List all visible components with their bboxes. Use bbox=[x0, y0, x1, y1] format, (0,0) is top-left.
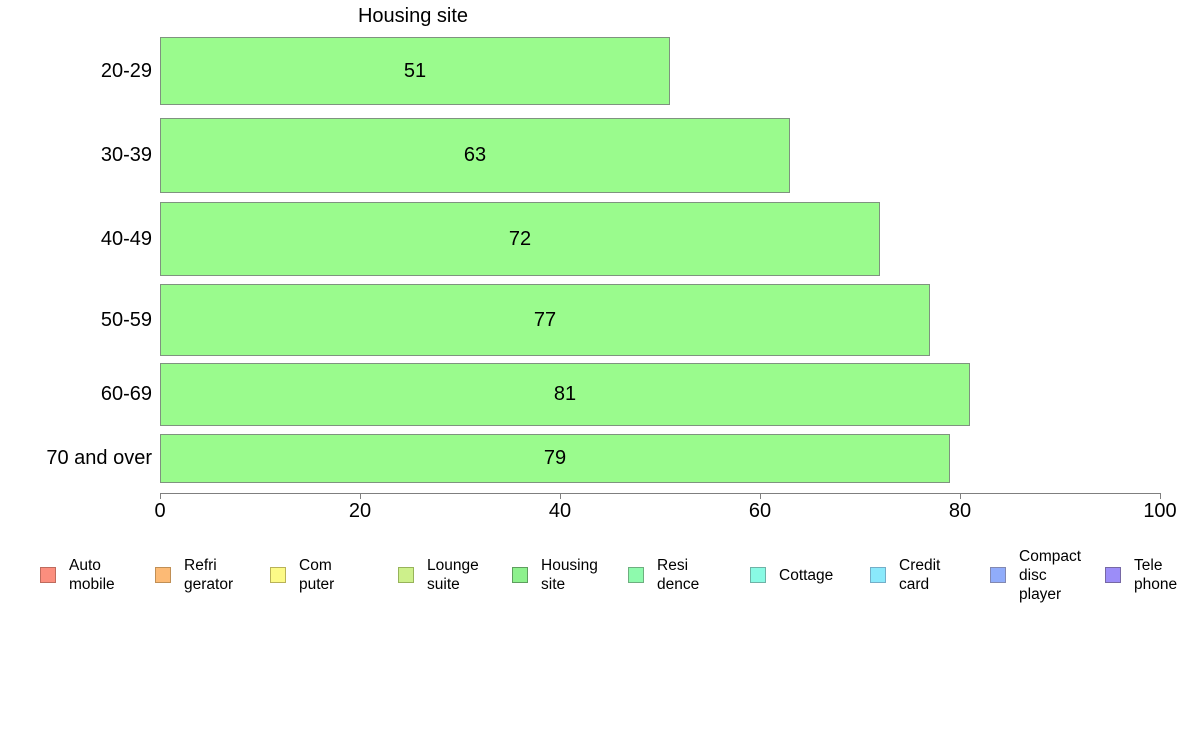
legend-label: Compact disc player bbox=[1019, 547, 1082, 603]
x-axis-tick-label: 20 bbox=[348, 500, 372, 522]
legend-item: Tele phone bbox=[1105, 556, 1177, 594]
category-label: 20-29 bbox=[100, 59, 152, 82]
legend-swatch bbox=[628, 567, 644, 583]
category-label: 50-59 bbox=[100, 308, 152, 331]
legend-item: Housing site bbox=[512, 556, 628, 594]
legend: Auto mobile Refri gerator Com puter Lounge suit… bbox=[40, 543, 1177, 607]
legend-swatch bbox=[270, 567, 286, 583]
category-label: 30-39 bbox=[100, 144, 152, 166]
legend-label: Tele phone bbox=[1134, 557, 1178, 593]
legend-item: Lounge suite bbox=[398, 556, 512, 594]
legend-label: Credit card bbox=[899, 557, 941, 593]
legend-label: Cottage bbox=[779, 566, 834, 584]
x-axis-tick bbox=[760, 493, 761, 499]
legend-swatch bbox=[990, 567, 1006, 583]
legend-item: Auto mobile bbox=[40, 556, 155, 594]
bar: 77 bbox=[160, 284, 930, 356]
legend-label: Housing site bbox=[541, 557, 598, 593]
legend-label: Auto mobile bbox=[69, 557, 115, 593]
legend-swatch bbox=[870, 567, 886, 583]
legend-label: Com puter bbox=[299, 557, 335, 593]
x-axis-tick-label: 40 bbox=[548, 500, 572, 522]
x-axis-line bbox=[160, 493, 1161, 494]
x-axis-tick-label: 80 bbox=[948, 500, 972, 522]
legend-label: Refri gerator bbox=[184, 557, 234, 593]
x-axis-tick bbox=[960, 493, 961, 499]
legend-label: Resi dence bbox=[657, 557, 700, 593]
legend-swatch bbox=[750, 567, 766, 583]
bar-value-label: 51 bbox=[403, 59, 427, 82]
x-axis-tick bbox=[160, 493, 161, 499]
legend-label: Lounge suite bbox=[427, 557, 479, 593]
legend-swatch bbox=[512, 567, 528, 583]
bar: 79 bbox=[160, 434, 950, 483]
x-axis-tick-label: 60 bbox=[748, 500, 772, 522]
bar-value-label: 77 bbox=[533, 308, 557, 331]
chart-title: Housing site bbox=[357, 5, 469, 27]
legend-swatch bbox=[1105, 567, 1121, 583]
bar-value-label: 63 bbox=[463, 144, 487, 166]
category-label: 60-69 bbox=[100, 383, 152, 405]
legend-item: Resi dence bbox=[628, 556, 750, 594]
category-label: 40-49 bbox=[100, 227, 152, 250]
x-axis-tick-label: 100 bbox=[1143, 500, 1177, 522]
bar: 81 bbox=[160, 363, 970, 426]
legend-swatch bbox=[155, 567, 171, 583]
legend-swatch bbox=[398, 567, 414, 583]
x-axis-tick bbox=[1160, 493, 1161, 499]
bar-value-label: 81 bbox=[553, 383, 577, 405]
legend-swatch bbox=[40, 567, 56, 583]
x-axis-tick-label: 0 bbox=[154, 500, 166, 522]
legend-item: Refri gerator bbox=[155, 556, 270, 594]
x-axis-tick bbox=[360, 493, 361, 499]
x-axis-tick bbox=[560, 493, 561, 499]
legend-item: Com puter bbox=[270, 556, 398, 594]
category-label: 70 and over bbox=[46, 447, 152, 469]
legend-item: Credit card bbox=[870, 556, 990, 594]
legend-item: Cottage bbox=[750, 566, 870, 585]
bar: 63 bbox=[160, 118, 790, 193]
bar-value-label: 72 bbox=[508, 227, 532, 250]
legend-item: Compact disc player bbox=[990, 547, 1105, 604]
bar: 72 bbox=[160, 202, 880, 276]
bar: 51 bbox=[160, 37, 670, 105]
bar-value-label: 79 bbox=[543, 447, 567, 469]
